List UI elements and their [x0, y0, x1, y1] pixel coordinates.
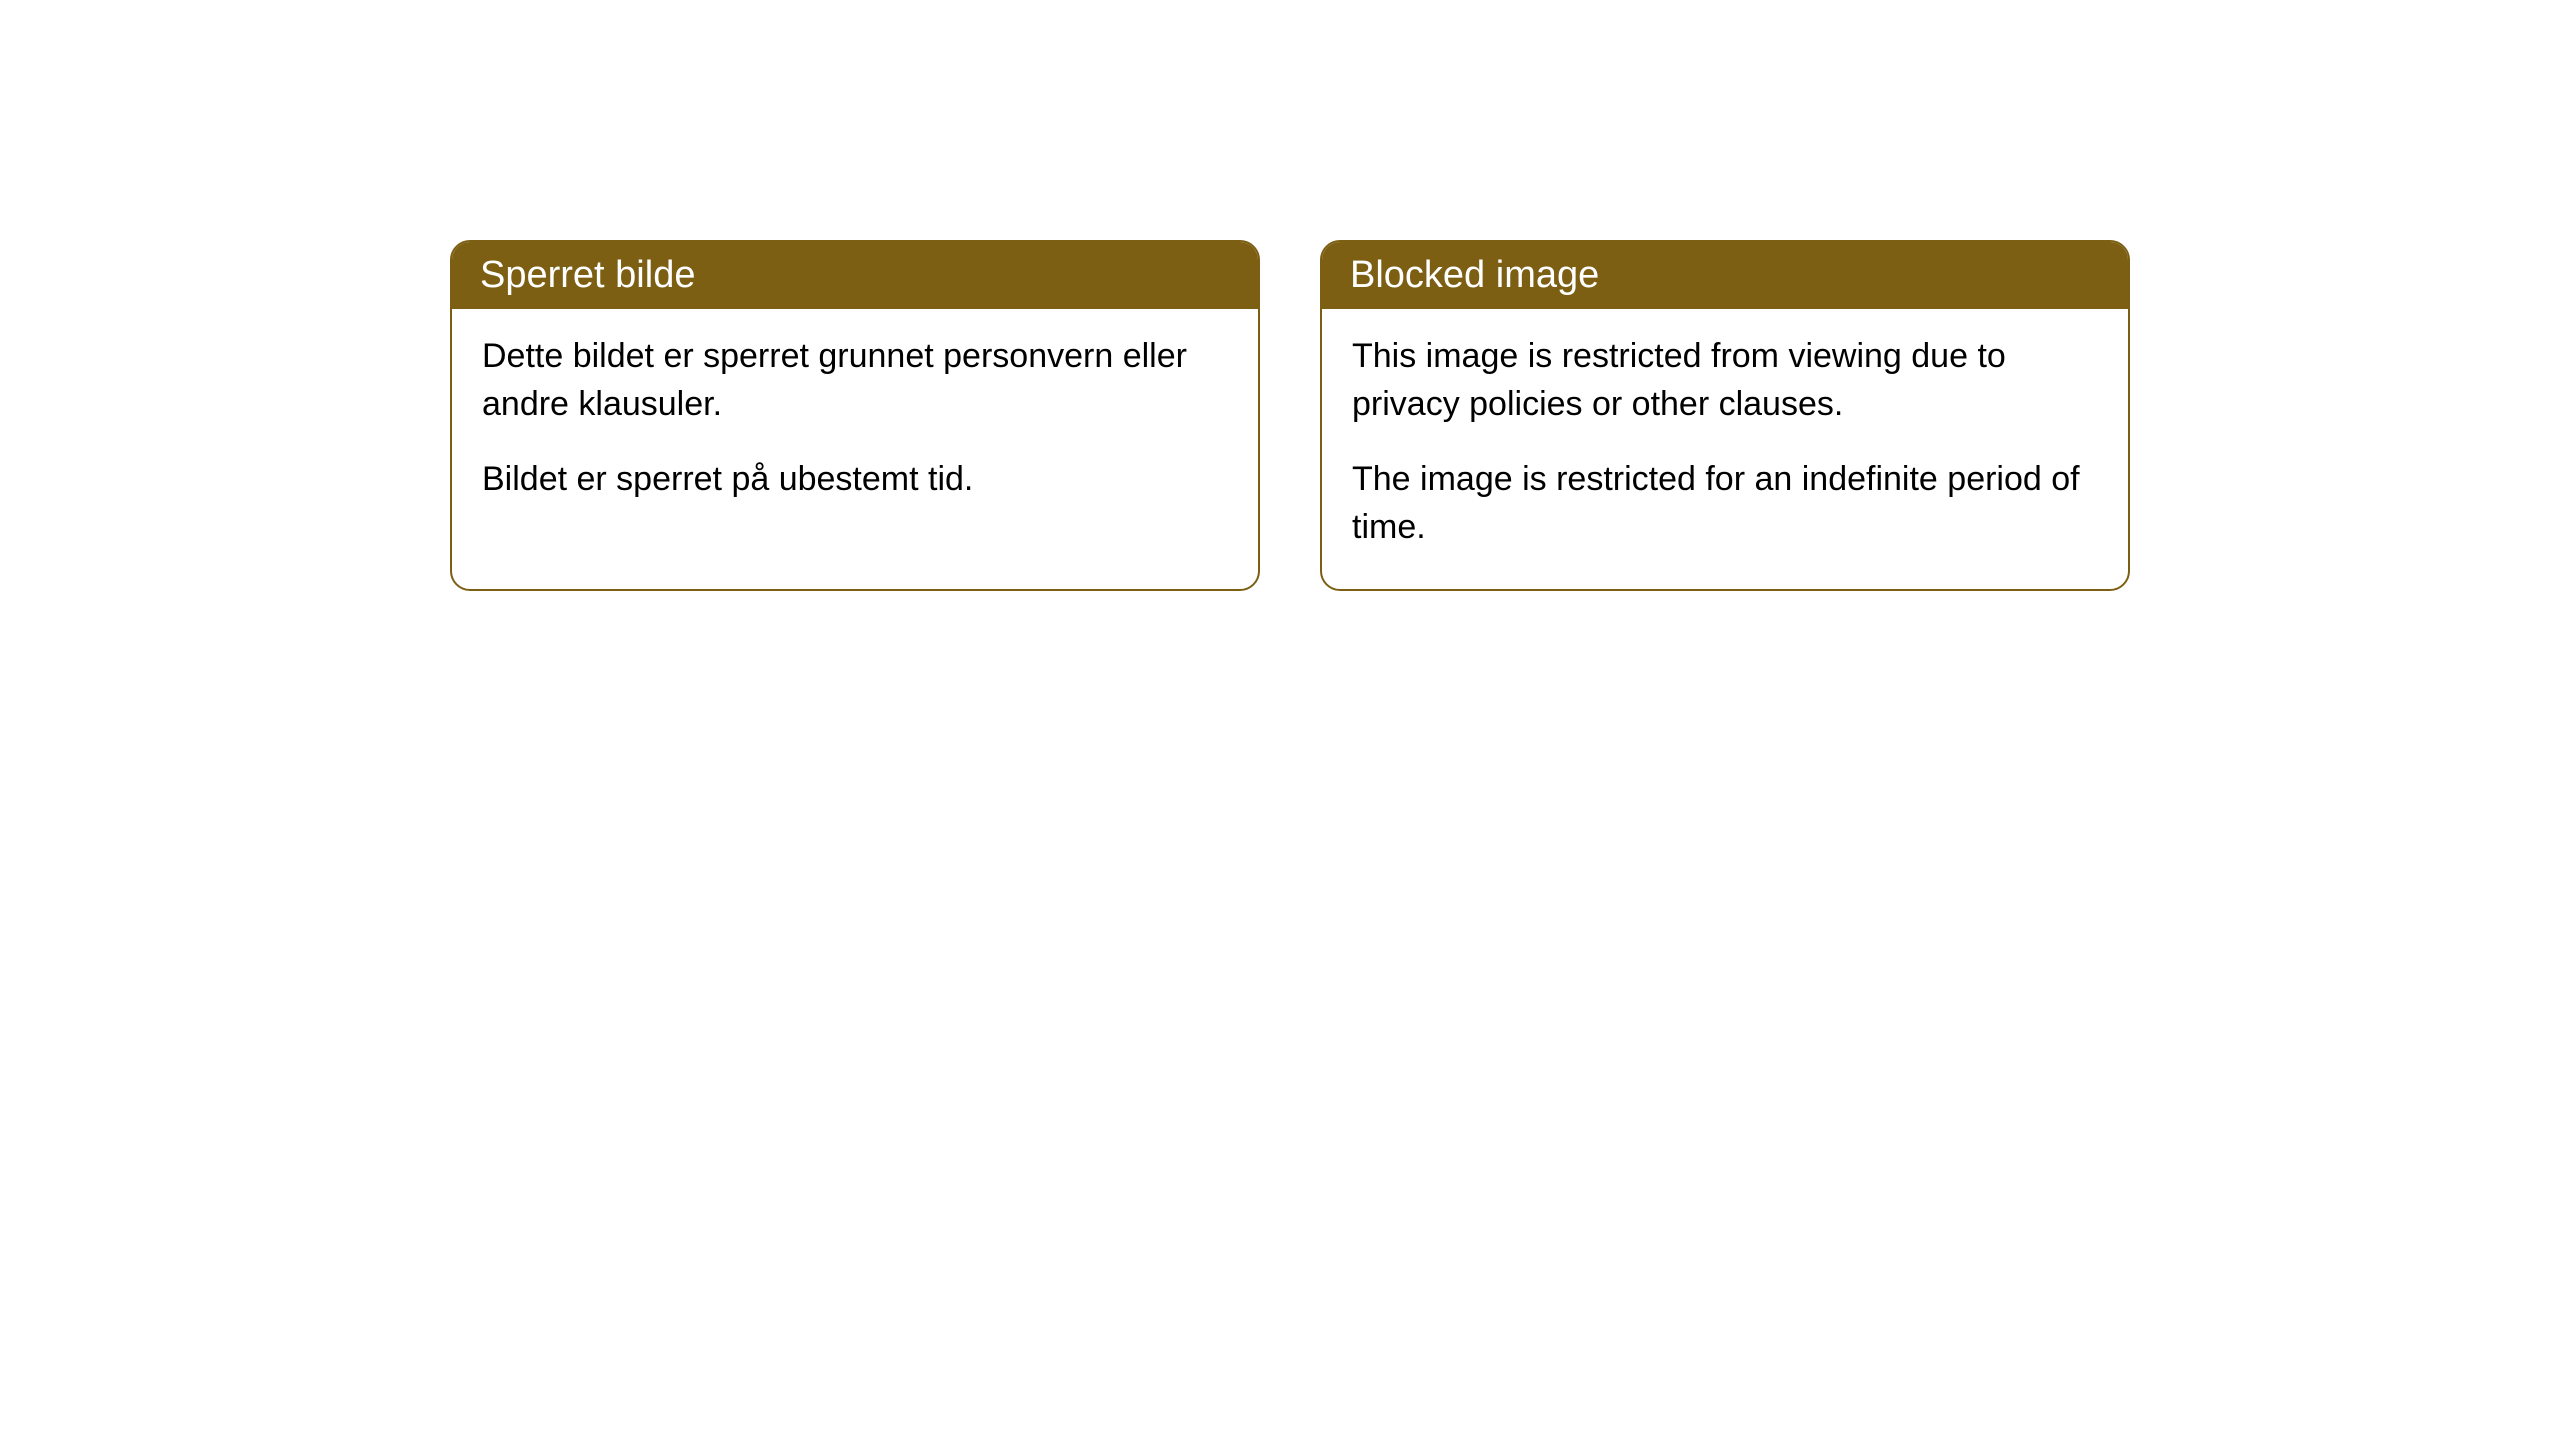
card-body: Dette bildet er sperret grunnet personve… [452, 309, 1258, 542]
card-paragraph: Bildet er sperret på ubestemt tid. [482, 456, 1228, 504]
card-title: Sperret bilde [480, 254, 695, 296]
notice-cards-container: Sperret bilde Dette bildet er sperret gr… [450, 240, 2130, 591]
card-body: This image is restricted from viewing du… [1322, 309, 2128, 589]
card-paragraph: Dette bildet er sperret grunnet personve… [482, 333, 1228, 428]
notice-card-norwegian: Sperret bilde Dette bildet er sperret gr… [450, 240, 1260, 591]
card-paragraph: The image is restricted for an indefinit… [1352, 456, 2098, 551]
card-paragraph: This image is restricted from viewing du… [1352, 333, 2098, 428]
card-title: Blocked image [1350, 254, 1599, 296]
card-header: Sperret bilde [452, 242, 1258, 309]
card-header: Blocked image [1322, 242, 2128, 309]
notice-card-english: Blocked image This image is restricted f… [1320, 240, 2130, 591]
